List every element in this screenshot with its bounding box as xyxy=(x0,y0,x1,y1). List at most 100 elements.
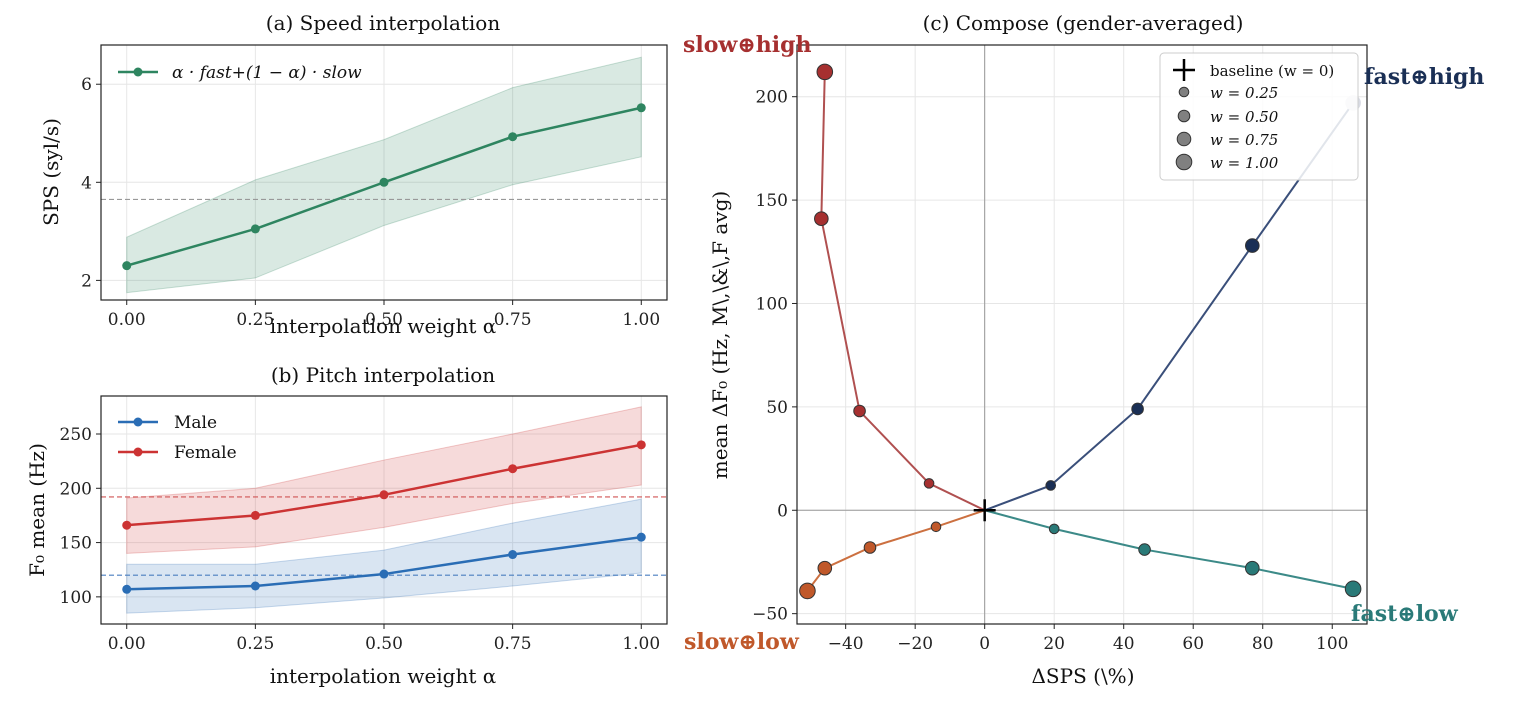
legend-a-label: α · fast+(1 − α) · slow xyxy=(172,63,362,83)
compose-point xyxy=(799,582,816,600)
compose-point xyxy=(1045,480,1057,491)
panel-b-legend: Male Female xyxy=(118,413,237,463)
panel-c-legend: baseline (w = 0) w = 0.25 w = 0.50 w = 0… xyxy=(1159,52,1359,181)
tick-label-x: 0.00 xyxy=(108,634,146,654)
confidence-band xyxy=(126,56,642,294)
data-point xyxy=(250,224,260,234)
tick-label-x: −20 xyxy=(897,634,933,654)
legend-c-baseline-label: baseline (w = 0) xyxy=(1210,62,1334,80)
tick-label-x: 80 xyxy=(1252,634,1274,654)
legend-a-marker xyxy=(133,67,143,77)
legend-c-size-marker-2 xyxy=(1177,109,1191,123)
panel-c-ylabel: mean ΔF₀ (Hz, M\,\&\,F avg) xyxy=(708,191,732,479)
data-point xyxy=(122,584,132,594)
data-point xyxy=(636,103,646,113)
legend-c-size-label-1: w = 0.25 xyxy=(1210,84,1278,102)
compose-point xyxy=(817,560,833,576)
panel-b-ylabel: F₀ mean (Hz) xyxy=(25,443,49,577)
tick-label-y: 2 xyxy=(81,271,92,291)
data-point xyxy=(379,177,389,187)
panel-a-series xyxy=(122,103,646,271)
tick-label-x: 0.50 xyxy=(365,634,403,654)
compose-point xyxy=(1245,560,1260,576)
compose-point xyxy=(814,211,829,226)
compose-point xyxy=(1138,543,1151,556)
label-slow-low: slow⊕low xyxy=(684,629,800,655)
tick-label-x: 0.75 xyxy=(494,310,532,330)
legend-c-size-marker-1 xyxy=(1178,86,1190,98)
tick-label-x: 1.00 xyxy=(622,634,660,654)
tick-label-y: 200 xyxy=(756,88,788,108)
tick-label-y: 6 xyxy=(81,75,92,95)
panel-b-xlabel: interpolation weight α xyxy=(270,664,497,688)
compose-line xyxy=(806,509,986,592)
tick-label-y: 250 xyxy=(60,425,92,445)
legend-b-male-marker xyxy=(133,417,143,427)
panel-a-band xyxy=(126,56,642,294)
panel-a-legend: α · fast+(1 − α) · slow xyxy=(118,63,362,83)
panel-a-ylabel: SPS (syl/s) xyxy=(39,118,63,226)
tick-label-x: −40 xyxy=(828,634,864,654)
tick-label-x: 0.75 xyxy=(494,634,532,654)
tick-label-y: 50 xyxy=(766,398,788,418)
panel-c-xlabel: ΔSPS (\%) xyxy=(1031,664,1134,688)
tick-label-y: −50 xyxy=(752,605,788,625)
tick-label-x: 0.25 xyxy=(236,634,274,654)
legend-b-female-marker xyxy=(133,447,143,457)
tick-label-x: 100 xyxy=(1316,634,1348,654)
data-point xyxy=(250,581,260,591)
tick-label-x: 1.00 xyxy=(622,310,660,330)
tick-label-x: 0 xyxy=(979,634,990,654)
data-point xyxy=(508,550,518,560)
panel-c: (c) Compose (gender-averaged) −40 −20 0 20 4… xyxy=(683,11,1484,688)
data-point xyxy=(122,261,132,271)
panel-c-ticks: −40 −20 0 20 40 60 80 100 −50 0 50 100 150 200 xyxy=(752,88,1348,654)
tick-label-y: 4 xyxy=(81,173,92,193)
tick-label-x: 60 xyxy=(1182,634,1204,654)
compose-point xyxy=(1245,238,1260,253)
panel-b: (b) Pitch interpolation 0.00 0.25 0.50 0.75… xyxy=(25,363,668,688)
legend-c-size-marker-3 xyxy=(1176,131,1192,147)
data-point xyxy=(508,464,518,474)
legend-c-baseline-marker xyxy=(1173,59,1195,81)
panel-c-title: (c) Compose (gender-averaged) xyxy=(923,11,1244,35)
data-point xyxy=(636,440,646,450)
label-fast-low: fast⊕low xyxy=(1351,601,1459,627)
panel-b-ticks: 0.00 0.25 0.50 0.75 1.00 100 150 200 250 xyxy=(60,425,661,654)
tick-label-y: 0 xyxy=(777,501,788,521)
panel-a-xlabel: interpolation weight α xyxy=(270,314,497,338)
data-point xyxy=(250,510,260,520)
tick-label-x: 40 xyxy=(1113,634,1135,654)
legend-c-size-label-4: w = 1.00 xyxy=(1210,154,1279,172)
legend-b-female-label: Female xyxy=(174,443,237,463)
data-point xyxy=(508,132,518,142)
compose-point xyxy=(1131,402,1144,416)
panel-a-title: (a) Speed interpolation xyxy=(266,11,501,35)
compose-point xyxy=(816,63,834,81)
tick-label-y: 100 xyxy=(756,294,788,314)
tick-label-x: 0.00 xyxy=(108,310,146,330)
panel-a-ticks: 0.00 0.25 0.50 0.75 1.00 2 4 6 xyxy=(81,75,660,330)
tick-label-x: 0.50 xyxy=(365,310,403,330)
compose-point xyxy=(1048,523,1060,535)
legend-c-size-label-3: w = 0.75 xyxy=(1210,131,1278,149)
label-fast-high: fast⊕high xyxy=(1364,64,1484,90)
compose-point xyxy=(1344,580,1362,598)
panel-a: (a) Speed interpolation 0.00 0.25 0.50 0.75… xyxy=(39,11,668,338)
tick-label-y: 150 xyxy=(756,191,788,211)
compose-point xyxy=(923,478,935,489)
compose-line xyxy=(984,509,1354,590)
data-point xyxy=(379,490,389,500)
legend-c-size-label-2: w = 0.50 xyxy=(1210,108,1279,126)
data-point xyxy=(122,520,132,530)
compose-point xyxy=(930,521,942,533)
data-point xyxy=(636,532,646,542)
panel-c-frame xyxy=(796,44,1368,625)
tick-label-y: 100 xyxy=(60,588,92,608)
data-point xyxy=(379,569,389,579)
compose-point xyxy=(863,541,877,554)
legend-b-male-label: Male xyxy=(174,413,217,433)
compose-point xyxy=(853,404,866,418)
legend-c-size-marker-4 xyxy=(1175,153,1193,171)
